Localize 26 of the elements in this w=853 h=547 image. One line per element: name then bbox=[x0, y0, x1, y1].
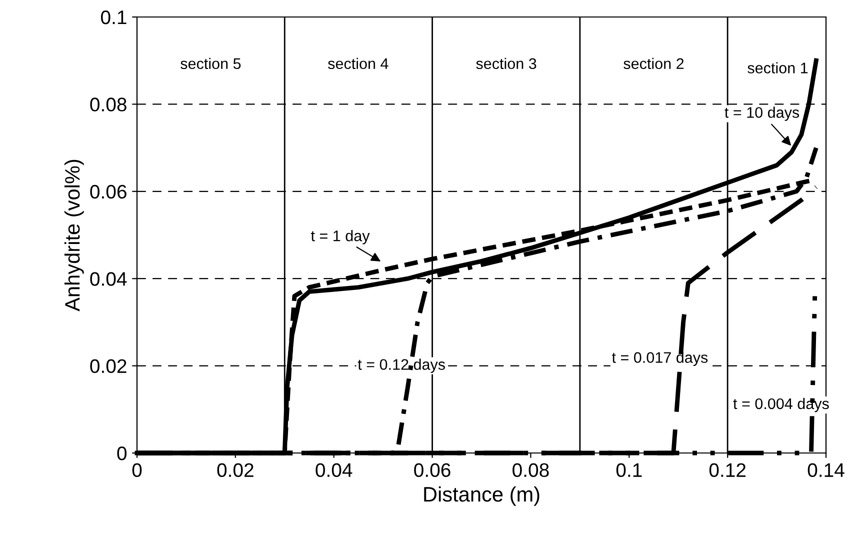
annotation: t = 0.017 days bbox=[612, 352, 708, 366]
annotation: section 2 bbox=[624, 58, 684, 70]
x-tick-label: 0.12 bbox=[709, 463, 746, 478]
x-axis-title: Distance (m) bbox=[424, 486, 540, 506]
y-tick-label: 0.08 bbox=[90, 98, 126, 112]
y-tick-label: 0.04 bbox=[90, 272, 127, 286]
x-tick-label: 0 bbox=[132, 463, 142, 478]
annotation: t = 1 day bbox=[310, 230, 370, 244]
x-tick-label: 0.1 bbox=[616, 463, 642, 478]
y-axis-title: Anhydrite (vol%) bbox=[64, 160, 84, 312]
y-tick-label: 0.06 bbox=[90, 184, 126, 199]
annotation: section 1 bbox=[748, 62, 808, 74]
y-tick-label: 0.02 bbox=[90, 359, 126, 374]
x-tick-label: 0.08 bbox=[512, 463, 549, 478]
annotation: t = 10 days bbox=[724, 106, 800, 121]
annotation: section 4 bbox=[328, 58, 388, 70]
x-tick-label: 0.04 bbox=[316, 463, 352, 478]
x-tick-label: 0.14 bbox=[808, 463, 844, 478]
annotation: t = 0.004 days bbox=[733, 398, 829, 412]
annotation: t = 0.12 days bbox=[358, 358, 445, 373]
x-tick-label: 0.06 bbox=[414, 463, 450, 478]
annotation: section 5 bbox=[180, 58, 241, 70]
y-tick-label: 0 bbox=[117, 446, 127, 460]
annotation: section 3 bbox=[476, 58, 536, 70]
x-tick-label: 0.02 bbox=[217, 463, 254, 478]
y-tick-label: 0.1 bbox=[101, 10, 126, 24]
